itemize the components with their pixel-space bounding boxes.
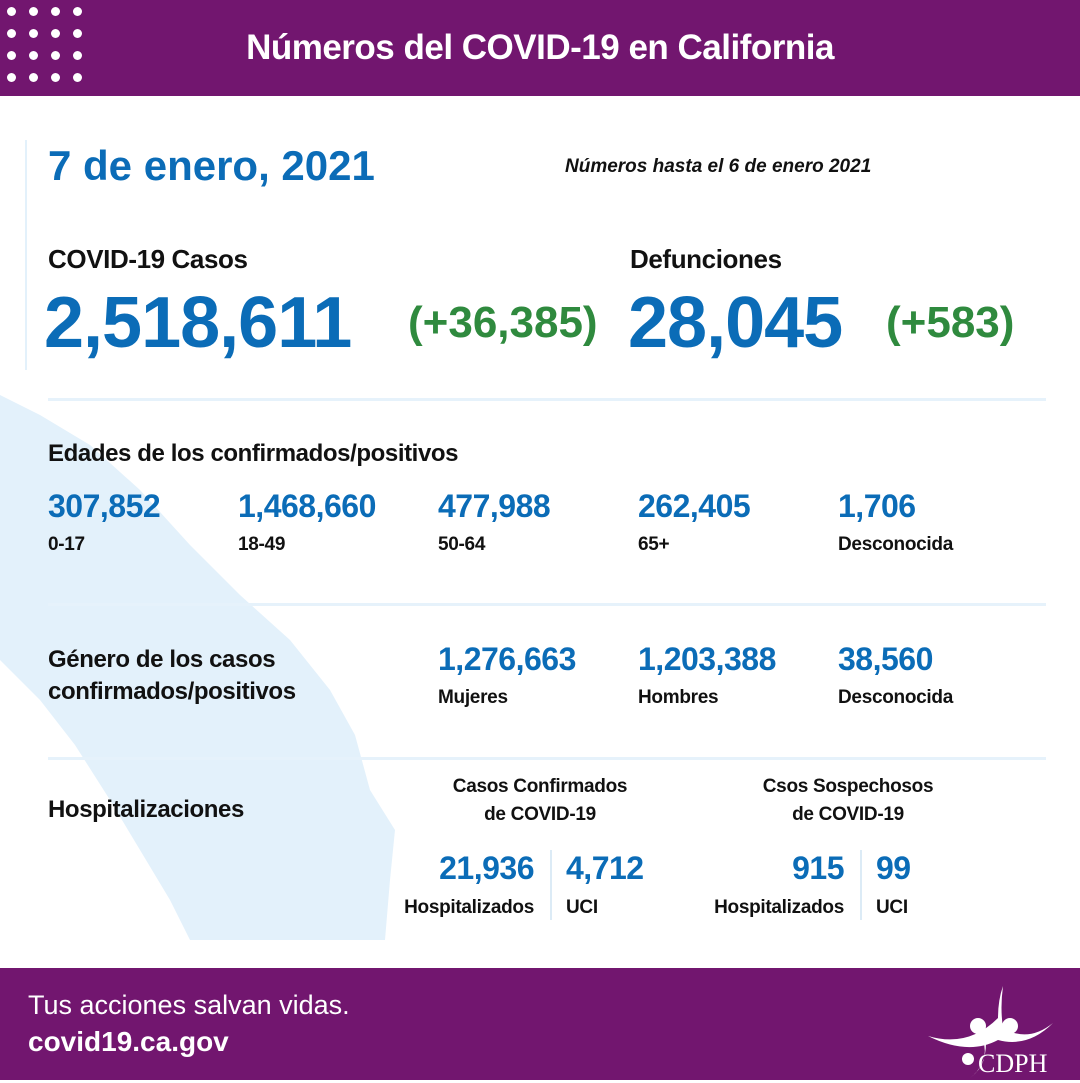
suspected-hospitalized: 915 — [792, 850, 844, 886]
gender-value: 38,560 — [838, 641, 933, 677]
dot — [73, 7, 82, 16]
cases-label: COVID-19 Casos — [48, 244, 248, 274]
dot — [29, 29, 38, 38]
dot — [73, 51, 82, 60]
page-title: Números del COVID-19 en California — [246, 28, 834, 67]
ages-label: Edades de los confirmados/positivos — [48, 440, 459, 467]
divider — [550, 850, 552, 920]
ages-group-label: 65+ — [638, 534, 670, 555]
gender-group-label: Hombres — [638, 687, 719, 708]
deaths-change: (+583) — [886, 298, 1015, 347]
confirmed-hospitalized: 21,936 — [439, 850, 534, 886]
ages-value: 1,706 — [838, 488, 916, 524]
footer-url[interactable]: covid19.ca.gov — [28, 1026, 229, 1057]
ages-group-label: Desconocida — [838, 534, 953, 555]
ages-value: 477,988 — [438, 488, 551, 524]
dot — [73, 73, 82, 82]
suspected-title-line2: de COVID-19 — [792, 804, 904, 825]
suspected-hospitalized-label: Hospitalizados — [714, 897, 844, 918]
header-bar: Números del COVID-19 en California — [0, 0, 1080, 96]
dot — [51, 29, 60, 38]
ages-group-label: 50-64 — [438, 534, 486, 555]
cases-total: 2,518,611 — [44, 283, 352, 363]
deaths-label: Defunciones — [630, 244, 782, 274]
dot — [7, 7, 16, 16]
suspected-icu: 99 — [876, 850, 911, 886]
gender-label-line2: confirmados/positivos — [48, 678, 296, 705]
confirmed-title-line2: de COVID-19 — [484, 804, 596, 825]
dot — [51, 73, 60, 82]
divider — [48, 603, 1046, 606]
dot — [29, 7, 38, 16]
ages-value: 307,852 — [48, 488, 161, 524]
dot — [29, 73, 38, 82]
footer-tagline: Tus acciones salvan vidas. — [28, 990, 350, 1020]
gender-label-line1: Género de los casos — [48, 646, 276, 673]
gender-group-label: Mujeres — [438, 687, 508, 708]
dot — [7, 51, 16, 60]
confirmed-title-line1: Casos Confirmados — [452, 776, 628, 797]
confirmed-hospitalized-label: Hospitalizados — [404, 897, 534, 918]
confirmed-icu-label: UCI — [566, 897, 598, 918]
ages-value: 1,468,660 — [238, 488, 376, 524]
ages-value: 262,405 — [638, 488, 751, 524]
footer-bar: Tus acciones salvan vidas. covid19.ca.go… — [0, 968, 1080, 1080]
cdph-logo: CDPH — [928, 978, 1058, 1078]
cdph-logo-icon: CDPH — [928, 986, 1053, 1078]
dot — [73, 29, 82, 38]
deaths-total: 28,045 — [628, 283, 843, 363]
dot — [51, 7, 60, 16]
svg-text:CDPH: CDPH — [978, 1049, 1048, 1078]
suspected-icu-label: UCI — [876, 897, 908, 918]
divider — [860, 850, 862, 920]
divider — [48, 398, 1046, 401]
cases-change: (+36,385) — [408, 298, 598, 347]
dot — [7, 29, 16, 38]
dot — [51, 51, 60, 60]
ages-group-label: 0-17 — [48, 534, 85, 555]
dot — [29, 51, 38, 60]
divider — [48, 757, 1046, 760]
as-of-note: Números hasta el 6 de enero 2021 — [565, 156, 872, 177]
gender-group-label: Desconocida — [838, 687, 953, 708]
report-date: 7 de enero, 2021 — [48, 142, 375, 189]
gender-value: 1,203,388 — [638, 641, 776, 677]
suspected-title-line1: Csos Sospechosos — [762, 776, 934, 797]
hosp-label: Hospitalizaciones — [48, 796, 244, 823]
gender-value: 1,276,663 — [438, 641, 576, 677]
confirmed-icu: 4,712 — [566, 850, 644, 886]
dot — [7, 73, 16, 82]
ages-group-label: 18-49 — [238, 534, 286, 555]
